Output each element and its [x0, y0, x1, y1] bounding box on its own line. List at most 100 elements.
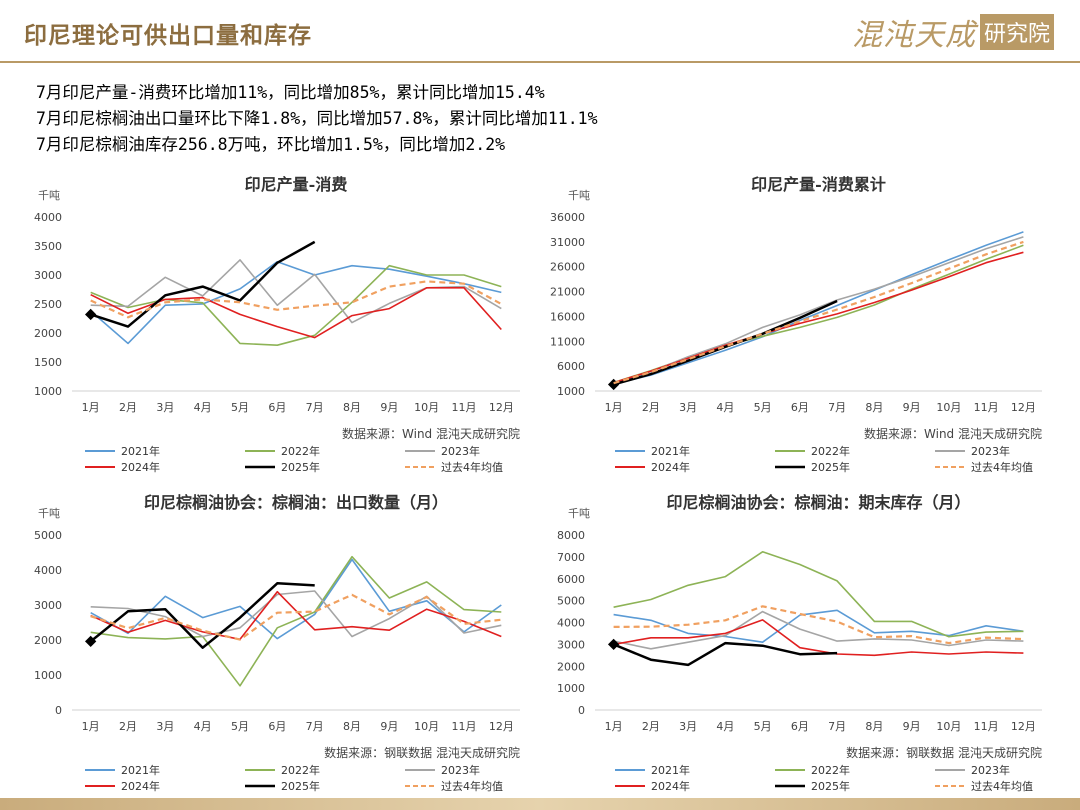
series-line: [90, 287, 502, 339]
y-tick-label: 4000: [34, 564, 62, 577]
x-tick-label: 4月: [716, 720, 734, 733]
y-tick-label: 36000: [550, 211, 585, 224]
legend-label: 2024年: [121, 460, 160, 474]
legend-label: 过去4年均值: [441, 460, 503, 474]
series-line: [90, 259, 502, 324]
x-tick-label: 10月: [414, 720, 439, 733]
legend-label: 2023年: [971, 763, 1010, 777]
x-tick-label: 6月: [268, 720, 286, 733]
x-tick-label: 5月: [754, 720, 772, 733]
chart-title: 印尼棕榈油协会：棕榈油：期末库存（月）: [666, 493, 970, 512]
y-tick-label: 4000: [34, 211, 62, 224]
y-tick-label: 2000: [34, 634, 62, 647]
x-tick-label: 6月: [791, 401, 809, 414]
chart-ending-stocks: 印尼棕榈油协会：棕榈油：期末库存（月） 千吨 0 1000 2000 3000 4000 50…: [530, 483, 1070, 808]
summary-text: 7月印尼产量-消费环比增加11%，同比增加85%，累计同比增加15.4% 7月印…: [36, 80, 598, 158]
x-tick-label: 1月: [605, 720, 623, 733]
y-tick-label: 11000: [550, 335, 585, 348]
x-tick-label: 3月: [156, 720, 174, 733]
legend-label: 2023年: [441, 444, 480, 458]
chart-title: 印尼产量-消费: [245, 175, 348, 194]
y-tick-label: 1500: [34, 356, 62, 369]
series-line: [90, 593, 502, 641]
y-tick-label: 1000: [34, 385, 62, 398]
legend-label: 2022年: [281, 444, 320, 458]
series-line: [90, 280, 502, 319]
series-line: [613, 231, 1024, 385]
y-unit-label: 千吨: [568, 507, 590, 520]
footer-bar: [0, 798, 1080, 810]
series-line: [90, 558, 502, 640]
y-tick-label: 7000: [557, 551, 585, 564]
x-tick-label: 7月: [828, 720, 846, 733]
legend-label: 2022年: [811, 763, 850, 777]
legend-label: 2025年: [281, 779, 320, 793]
legend-label: 2025年: [811, 779, 850, 793]
data-source-label: 数据来源：Wind 混沌天成研究院: [864, 426, 1042, 441]
legend-label: 过去4年均值: [971, 460, 1033, 474]
y-tick-label: 5000: [34, 529, 62, 542]
legend-label: 过去4年均值: [441, 779, 503, 793]
y-tick-label: 31000: [550, 236, 585, 249]
x-tick-label: 12月: [1011, 720, 1036, 733]
y-unit-label: 千吨: [568, 189, 590, 202]
x-tick-label: 9月: [903, 720, 921, 733]
y-tick-label: 26000: [550, 261, 585, 274]
x-tick-label: 3月: [156, 401, 174, 414]
legend-label: 2021年: [121, 763, 160, 777]
y-tick-label: 1000: [34, 669, 62, 682]
data-source-label: 数据来源：钢联数据 混沌天成研究院: [324, 745, 520, 760]
x-tick-label: 12月: [489, 720, 514, 733]
legend-label: 2024年: [651, 779, 690, 793]
x-tick-label: 12月: [1011, 401, 1036, 414]
x-tick-label: 7月: [306, 720, 324, 733]
legend-label: 2025年: [281, 460, 320, 474]
x-tick-label: 2月: [642, 401, 660, 414]
header: 印尼理论可供出口量和库存 混沌天成 研究院: [0, 0, 1080, 63]
series-start-marker: [85, 635, 97, 648]
legend-label: 过去4年均值: [971, 779, 1033, 793]
legend-label: 2023年: [971, 444, 1010, 458]
y-tick-label: 16000: [550, 310, 585, 323]
y-tick-label: 1000: [557, 385, 585, 398]
x-tick-label: 5月: [754, 401, 772, 414]
y-tick-label: 4000: [557, 617, 585, 630]
logo-main-text: 混沌天成: [851, 18, 976, 53]
logo-sub-text: 研究院: [979, 14, 1054, 50]
page-title: 印尼理论可供出口量和库存: [24, 22, 312, 49]
summary-line: 7月印尼棕榈油出口量环比下降1.8%，同比增加57.8%，累计同比增加11.1%: [36, 109, 598, 128]
summary-line: 7月印尼产量-消费环比增加11%，同比增加85%，累计同比增加15.4%: [36, 83, 545, 102]
y-tick-label: 6000: [557, 573, 585, 586]
series-line: [613, 609, 1024, 643]
series-line: [89, 582, 315, 649]
x-tick-label: 4月: [194, 720, 212, 733]
data-source-label: 数据来源：Wind 混沌天成研究院: [342, 426, 520, 441]
x-tick-label: 7月: [306, 401, 324, 414]
y-tick-label: 8000: [557, 529, 585, 542]
x-tick-label: 12月: [489, 401, 514, 414]
x-tick-label: 8月: [865, 720, 883, 733]
y-tick-label: 3000: [34, 269, 62, 282]
legend-label: 2025年: [811, 460, 850, 474]
summary-line: 7月印尼棕榈油库存256.8万吨，环比增加1.5%，同比增加2.2%: [36, 135, 506, 154]
series-line: [613, 619, 1024, 657]
chart-export-volume: 印尼棕榈油协会：棕榈油：出口数量（月） 千吨 0 1000 2000 3000 4000 50…: [0, 483, 540, 808]
legend-label: 2022年: [811, 444, 850, 458]
x-tick-label: 3月: [679, 720, 697, 733]
series-line: [613, 551, 1024, 638]
x-tick-label: 8月: [343, 401, 361, 414]
y-tick-label: 3500: [34, 240, 62, 253]
x-tick-label: 5月: [231, 720, 249, 733]
series-line: [613, 240, 1024, 385]
series-line: [613, 641, 838, 667]
x-tick-label: 6月: [268, 401, 286, 414]
x-tick-label: 11月: [974, 720, 999, 733]
legend-label: 2022年: [281, 763, 320, 777]
series-start-marker: [85, 308, 97, 321]
y-unit-label: 千吨: [38, 507, 60, 520]
y-tick-label: 3000: [34, 599, 62, 612]
series-line: [613, 299, 838, 386]
x-tick-label: 2月: [119, 720, 137, 733]
series-line: [90, 240, 316, 328]
